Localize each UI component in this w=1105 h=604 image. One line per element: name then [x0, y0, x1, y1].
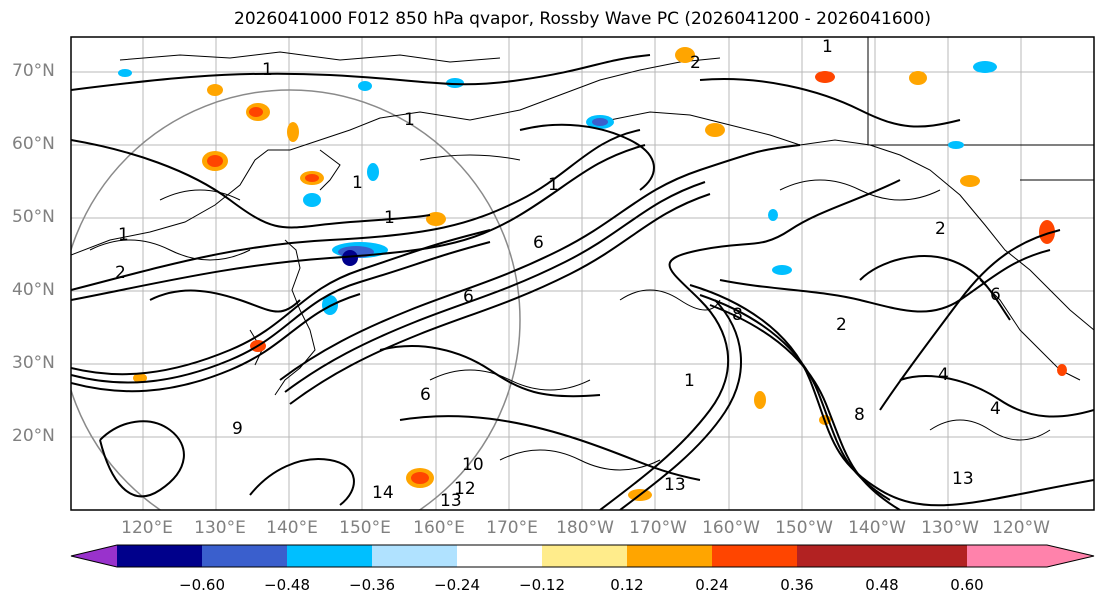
colorbar-segment [712, 545, 797, 567]
lon-label-150w: 150°W [775, 518, 833, 538]
lon-label-120e: 120°E [121, 518, 173, 538]
colorbar-tick-label: 0.24 [695, 576, 729, 594]
lon-label-140w: 140°W [848, 518, 906, 538]
colorbar-tick-label: 0.60 [950, 576, 984, 594]
contour-label: 8 [854, 405, 865, 425]
contour-label: 6 [533, 233, 544, 253]
colorbar [70, 544, 1095, 568]
contour-label: 4 [938, 365, 949, 385]
contour-label: 1 [404, 110, 415, 130]
lon-label-180w: 180°W [556, 518, 614, 538]
contour-label: 1 [684, 371, 695, 391]
contour-label: 1 [548, 175, 559, 195]
coastlines [71, 37, 1094, 396]
contour-label: 1 [822, 37, 833, 57]
lon-label-150e: 150°E [339, 518, 391, 538]
colorbar-segment [797, 545, 882, 567]
colorbar-tick-label: −0.24 [434, 576, 480, 594]
lon-label-130e: 130°E [194, 518, 246, 538]
colorbar-segment [287, 545, 372, 567]
map-frame [70, 36, 1095, 511]
lon-label-120w: 120°W [992, 518, 1050, 538]
contour-label: 14 [372, 483, 394, 503]
contour-label: 6 [420, 385, 431, 405]
contour-label: 4 [990, 399, 1001, 419]
lon-label-170e: 170°E [486, 518, 538, 538]
contour-label: 13 [440, 491, 462, 511]
colorbar-segment [457, 545, 542, 567]
colorbar-over-arrow [1047, 545, 1094, 567]
contour-label: 2 [935, 219, 946, 239]
lon-label-160w: 160°W [702, 518, 760, 538]
colorbar-segment [372, 545, 457, 567]
map-title: 2026041000 F012 850 hPa qvapor, Rossby W… [234, 9, 931, 29]
colorbar-tick-label: −0.48 [264, 576, 310, 594]
contour-label: 9 [232, 419, 243, 439]
lon-label-170w: 170°W [629, 518, 687, 538]
colorbar-segment [117, 545, 202, 567]
contour-label: 1 [262, 60, 273, 80]
colorbar-segment [202, 545, 287, 567]
anomaly-shading [118, 47, 1067, 501]
gridlines [71, 37, 1094, 510]
contour-label: 1 [352, 173, 363, 193]
contour-label: 8 [732, 305, 743, 325]
colorbar-segment [627, 545, 712, 567]
contour-label: 2 [115, 263, 126, 283]
contour-label: 6 [990, 285, 1001, 305]
radius-circle [71, 89, 521, 510]
colorbar-tick-label: 0.48 [865, 576, 899, 594]
contour-label: 1 [118, 225, 129, 245]
lat-label-60n: 60°N [12, 134, 55, 154]
colorbar-segment [882, 545, 967, 567]
contour-lines [71, 54, 1094, 510]
colorbar-tick-label: 0.12 [610, 576, 644, 594]
contour-label: 13 [952, 469, 974, 489]
contour-label: 6 [463, 287, 474, 307]
contour-label: 1 [384, 208, 395, 228]
lat-label-40n: 40°N [12, 280, 55, 300]
lon-label-130w: 130°W [921, 518, 979, 538]
contour-label: 13 [664, 475, 686, 495]
contour-labels: 1 1 1 1 1 1 1 1 2 2 2 2 4 4 6 6 6 6 8 8 … [115, 37, 1001, 511]
lat-label-50n: 50°N [12, 207, 55, 227]
contour-label: 2 [690, 53, 701, 73]
colorbar-segment [967, 545, 1047, 567]
contour-label: 10 [462, 455, 484, 475]
lon-label-140e: 140°E [266, 518, 318, 538]
lat-label-70n: 70°N [12, 61, 55, 81]
colorbar-segment [542, 545, 627, 567]
contour-label: 2 [836, 315, 847, 335]
lat-label-30n: 30°N [12, 353, 55, 373]
lon-label-160e: 160°E [413, 518, 465, 538]
contour-lines-thin [89, 154, 1051, 471]
contour-label: 12 [454, 479, 476, 499]
colorbar-tick-label: −0.36 [349, 576, 395, 594]
colorbar-tick-label: −0.60 [179, 576, 225, 594]
colorbar-tick-label: 0.36 [780, 576, 814, 594]
colorbar-tick-label: −0.12 [519, 576, 565, 594]
lat-label-20n: 20°N [12, 426, 55, 446]
colorbar-under-arrow [71, 545, 117, 567]
